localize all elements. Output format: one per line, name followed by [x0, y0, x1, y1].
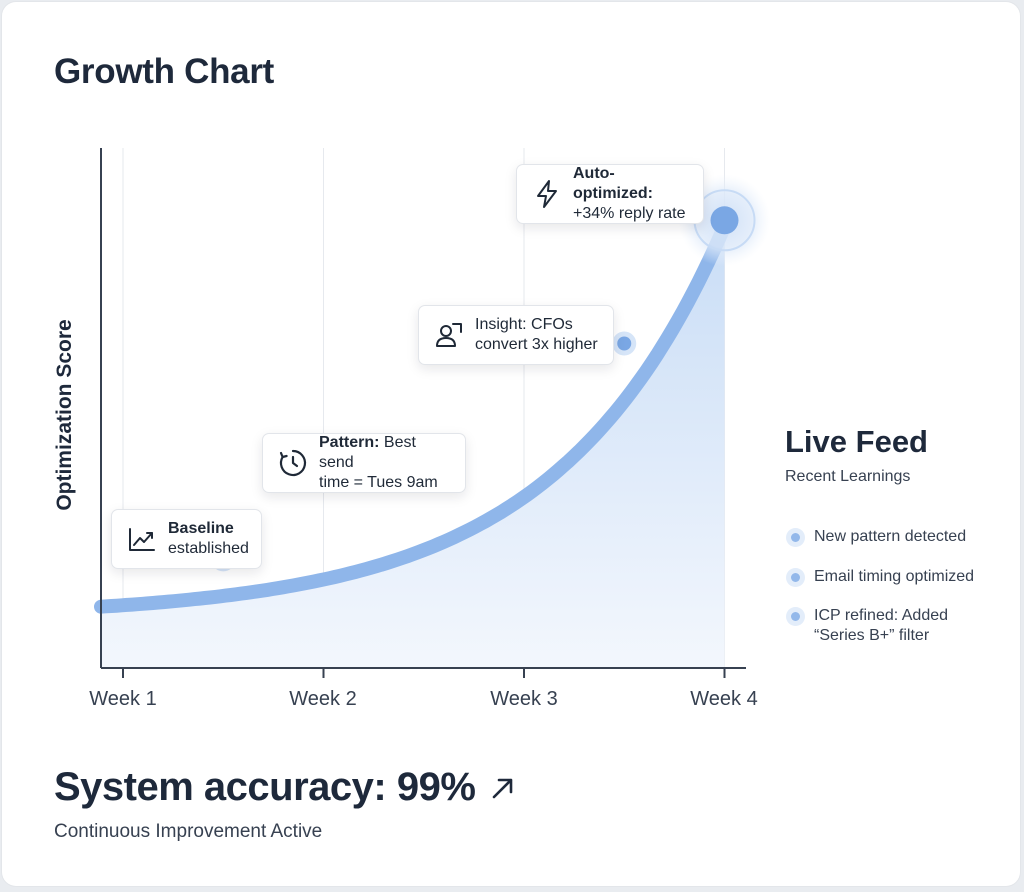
- page-title: Growth Chart: [54, 52, 275, 91]
- lightning-icon: [537, 180, 557, 208]
- annotation-baseline-text: established: [168, 540, 249, 557]
- annotation-auto-bold: Auto-optimized:: [573, 165, 653, 202]
- x-tick-week-2: Week 2: [289, 688, 357, 710]
- x-tick-week-4: Week 4: [690, 688, 758, 710]
- live-feed-title: Live Feed: [785, 424, 928, 459]
- clock-icon: [279, 449, 307, 477]
- feed-dot-icon: [791, 533, 800, 542]
- feed-item-text: New pattern detected: [814, 528, 967, 545]
- system-accuracy-text: System accuracy: 99%: [54, 765, 476, 809]
- feed-item-text: Email timing optimized: [814, 568, 975, 585]
- annotation-insight: Insight: CFOs convert 3x higher: [418, 305, 614, 365]
- area-fill: [101, 226, 725, 668]
- user-icon: [436, 323, 462, 347]
- system-accuracy: System accuracy: 99%: [54, 765, 517, 810]
- annotation-auto-optimized: Auto-optimized: +34% reply rate: [516, 164, 704, 224]
- annotation-pattern-bold: Pattern:: [319, 434, 380, 451]
- x-tick-week-3: Week 3: [490, 688, 558, 710]
- feed-dot-icon: [791, 573, 800, 582]
- live-feed-subtitle: Recent Learnings: [785, 468, 911, 485]
- feed-dot-icon: [791, 612, 800, 621]
- y-axis-label: Optimization Score: [53, 319, 76, 511]
- status-text: Continuous Improvement Active: [54, 821, 323, 842]
- annotation-pattern-line2: time = Tues 9am: [319, 474, 438, 491]
- annotation-insight-line1: Insight: CFOs: [475, 316, 573, 333]
- feed-item-text: ICP refined: Added “Series B+” filter: [814, 607, 949, 644]
- annotation-auto-text: +34% reply rate: [573, 205, 686, 222]
- annotation-pattern: Pattern: Best send time = Tues 9am: [262, 433, 466, 493]
- annotation-baseline: Baseline established: [111, 509, 262, 569]
- series-line: [94, 219, 732, 614]
- annotation-baseline-bold: Baseline: [168, 520, 234, 537]
- feed-item: New pattern detected: [785, 527, 1015, 547]
- feed-item: Email timing optimized: [785, 567, 1015, 587]
- feed-item: ICP refined: Added “Series B+” filter: [785, 606, 985, 646]
- x-tick-week-1: Week 1: [89, 688, 157, 710]
- data-point: [617, 336, 632, 351]
- annotation-pattern-line1: Best send: [319, 434, 416, 471]
- trend-chart-icon: [129, 528, 155, 551]
- annotation-insight-line2: convert 3x higher: [475, 336, 598, 353]
- data-point: [710, 206, 739, 235]
- arrow-up-right-icon: [493, 778, 513, 798]
